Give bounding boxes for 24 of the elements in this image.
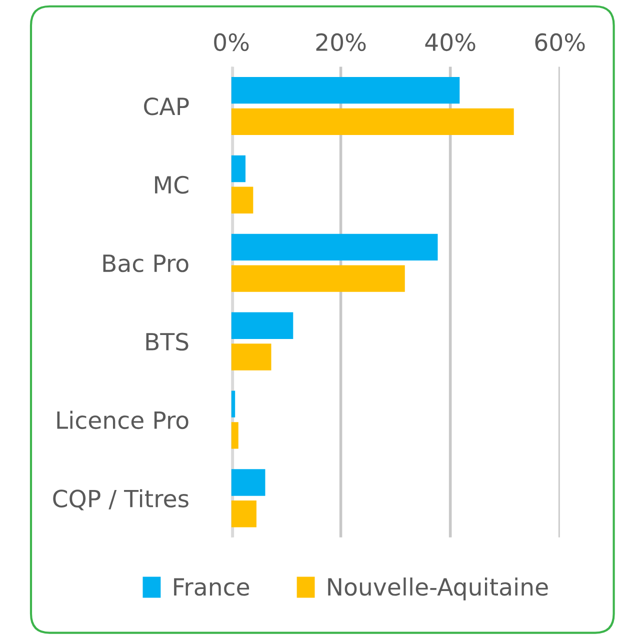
bar xyxy=(231,108,514,136)
bar xyxy=(231,500,256,528)
x-tick-label: 40% xyxy=(425,33,476,52)
y-tick-label: MC xyxy=(155,176,188,194)
bar xyxy=(231,469,266,496)
x-tick-label: 0% xyxy=(214,33,249,52)
bar xyxy=(231,344,272,370)
bar xyxy=(231,155,246,182)
y-tick-label: Licence Pro xyxy=(57,410,188,430)
legend-label: France xyxy=(174,578,250,596)
x-tick-label: 20% xyxy=(316,33,366,52)
legend-label: Nouvelle-Aquitaine xyxy=(328,578,548,600)
y-tick-label: CAP xyxy=(144,97,189,116)
y-tick-label: Bac Pro xyxy=(103,254,188,272)
bar xyxy=(231,265,405,292)
bar xyxy=(231,234,438,261)
y-tick-label: CQP / Titres xyxy=(53,489,188,510)
bar xyxy=(231,422,238,449)
bar xyxy=(231,186,254,214)
x-tick-label: 60% xyxy=(535,33,585,52)
y-tick-label: BTS xyxy=(146,332,188,351)
bar xyxy=(231,76,460,104)
bar xyxy=(231,390,236,418)
bar xyxy=(231,312,294,339)
